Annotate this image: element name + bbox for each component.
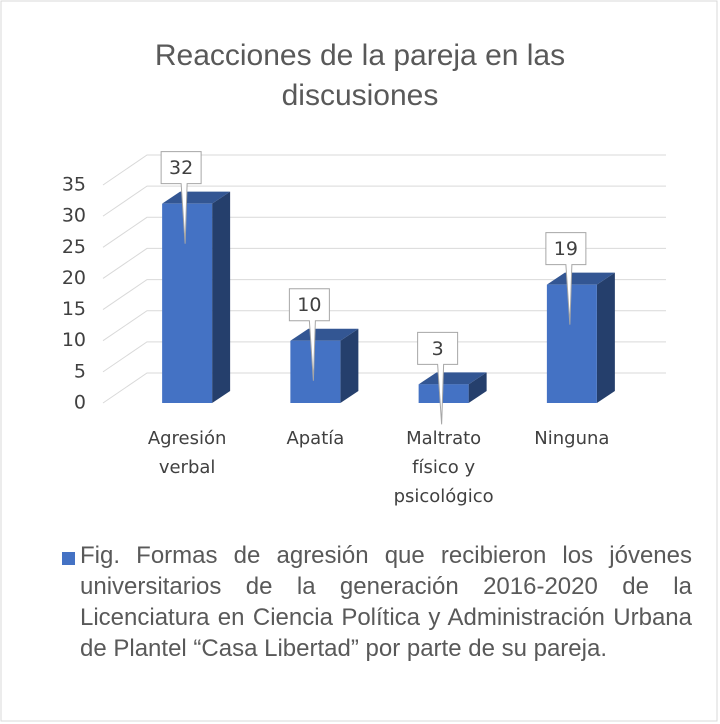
bar-side [340,328,359,403]
grid-line [102,341,666,373]
bar [546,272,615,403]
bar-side [596,272,615,403]
legend-swatch [62,552,75,565]
y-tick-label: 25 [62,236,86,258]
x-tick-label: Apatía [286,428,345,449]
bar-top [546,272,615,285]
y-tick-label: 15 [62,298,86,320]
grid-line [102,216,666,248]
x-tick-label: Ninguna [534,428,610,449]
data-label-callout [545,232,587,325]
y-tick-label: 10 [62,329,86,351]
grid-line [102,247,666,279]
legend-entry: Fig. Formas de agresión que recibieron l… [80,542,692,662]
bar [418,372,487,403]
bar-front [546,284,597,403]
data-label: 10 [297,294,321,316]
data-label-callout [417,331,459,425]
x-tick-label: Agresión verbal [147,428,227,478]
data-label: 19 [554,238,578,260]
x-tick-label: Maltrato físico y psicológico [393,428,494,507]
bar-side [212,191,231,403]
data-label-callout [160,151,202,244]
grid-line [102,185,666,217]
grid-line [102,154,666,186]
bar-side [468,372,487,403]
y-tick-label: 30 [62,205,86,227]
grid-line [102,279,666,310]
data-label: 32 [169,157,193,179]
bar [290,328,359,403]
data-label: 3 [432,338,444,360]
bar-front [418,384,469,403]
grid-line [102,372,666,404]
chart-title: Reacciones de la pareja en las discusion… [154,39,566,112]
bar-top [162,191,231,204]
bar-top [418,372,487,385]
y-tick-label: 35 [62,174,86,196]
bar-top [290,328,359,341]
y-tick-label: 5 [74,360,86,382]
bar [162,191,231,403]
y-tick-label: 20 [62,267,86,289]
bar-front [290,340,341,403]
data-label-callout [288,288,330,381]
bar-front [162,203,213,403]
y-tick-label: 0 [74,392,86,414]
grid-line [102,310,666,342]
